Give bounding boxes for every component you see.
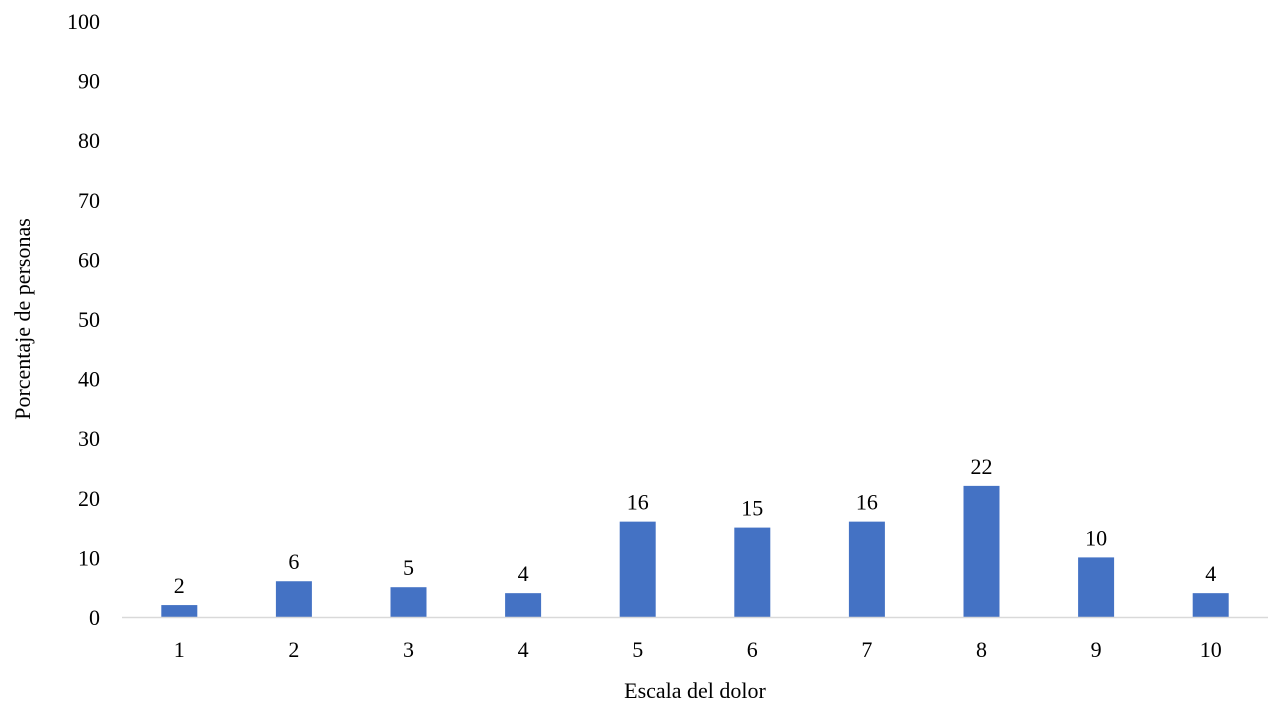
data-label: 2	[174, 573, 185, 598]
bars	[161, 485, 1229, 617]
data-label: 4	[1205, 561, 1216, 586]
x-tick-label: 1	[174, 637, 185, 662]
y-tick-label: 80	[78, 128, 100, 153]
bar	[619, 521, 656, 617]
y-tick-label: 40	[78, 367, 100, 392]
bar	[734, 527, 771, 617]
bar	[1192, 593, 1229, 617]
x-tick-label: 7	[861, 637, 872, 662]
y-tick-label: 70	[78, 188, 100, 213]
data-label: 5	[403, 555, 414, 580]
y-tick-label: 60	[78, 247, 100, 272]
y-tick-label: 50	[78, 307, 100, 332]
y-tick-label: 30	[78, 426, 100, 451]
x-tick-label: 6	[747, 637, 758, 662]
data-labels: 2 6 5 4 16 15 16 22 10 4	[174, 454, 1216, 598]
x-axis-ticks: 1 2 3 4 5 6 7 8 9 10	[174, 637, 1222, 662]
x-tick-label: 9	[1091, 637, 1102, 662]
data-label: 6	[288, 549, 299, 574]
y-tick-label: 0	[89, 605, 100, 630]
data-label: 16	[627, 490, 649, 515]
bar	[505, 593, 542, 617]
data-label: 22	[971, 454, 993, 479]
data-label: 15	[741, 496, 763, 521]
y-tick-label: 100	[67, 9, 100, 34]
data-label: 4	[518, 561, 529, 586]
y-tick-label: 20	[78, 486, 100, 511]
data-label: 16	[856, 490, 878, 515]
y-axis-ticks: 0 10 20 30 40 50 60 70 80 90 100	[67, 9, 100, 630]
x-tick-label: 3	[403, 637, 414, 662]
x-tick-label: 2	[288, 637, 299, 662]
bar	[390, 587, 427, 617]
bar	[161, 605, 198, 617]
bar	[848, 521, 885, 617]
bar	[275, 581, 312, 617]
x-axis-title: Escala del dolor	[624, 678, 766, 703]
bar	[1078, 557, 1115, 617]
bar	[963, 485, 1000, 617]
y-axis-title: Porcentaje de personas	[10, 218, 35, 420]
data-label: 10	[1085, 525, 1107, 550]
y-tick-label: 10	[78, 545, 100, 570]
x-tick-label: 8	[976, 637, 987, 662]
x-tick-label: 4	[518, 637, 529, 662]
y-tick-label: 90	[78, 69, 100, 94]
x-tick-label: 10	[1200, 637, 1222, 662]
x-tick-label: 5	[632, 637, 643, 662]
